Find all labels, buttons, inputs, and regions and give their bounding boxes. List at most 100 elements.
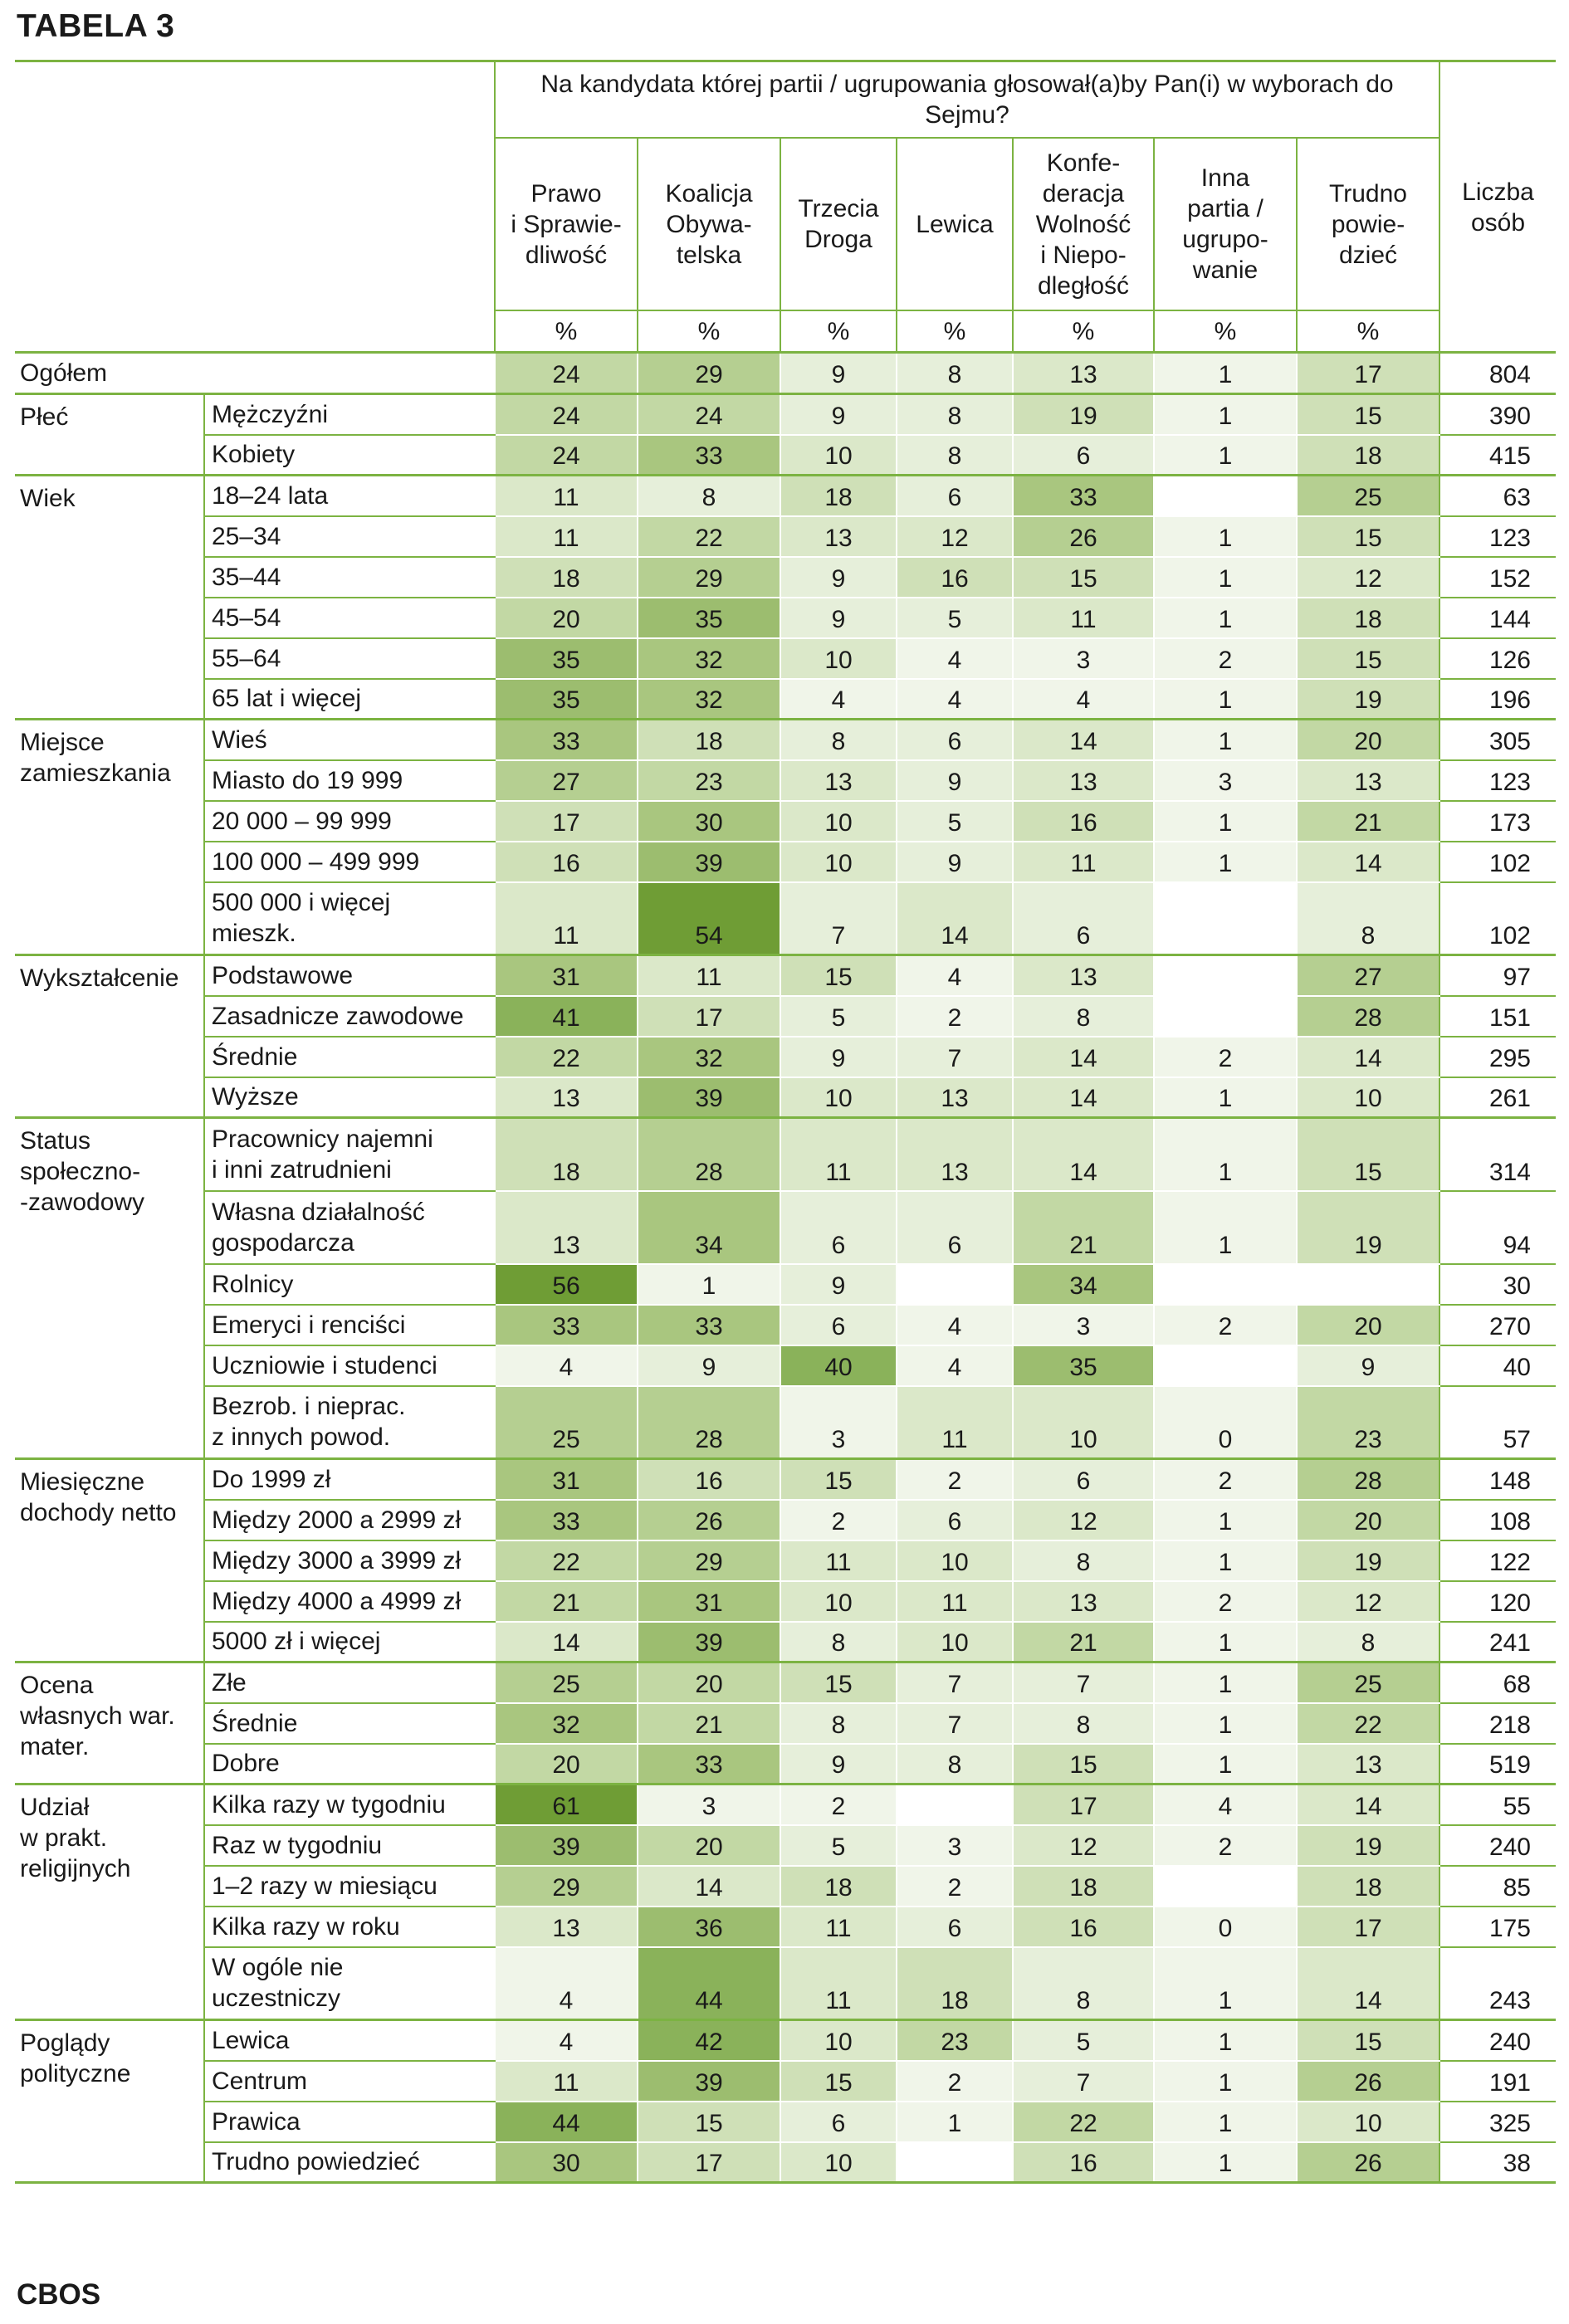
value-cell bbox=[896, 1784, 1013, 1826]
value-cell: 35 bbox=[494, 637, 638, 680]
value-cell: 26 bbox=[1296, 2141, 1439, 2184]
value-cell: 16 bbox=[637, 1458, 780, 1501]
column-header: Koalicja Obywa- telska bbox=[638, 138, 781, 311]
table-row: 500 000 i więcej mieszk. 11 54 7 14 6 8 102 bbox=[15, 881, 1556, 956]
count-cell: 196 bbox=[1439, 678, 1556, 720]
value-cell: 33 bbox=[637, 1304, 780, 1346]
value-cell: 31 bbox=[494, 954, 638, 997]
table-row: Miejsce zamieszkania Wieś 33 18 8 6 14 1 20 305 bbox=[15, 719, 1556, 956]
value-cell: 10 bbox=[780, 1580, 897, 1623]
value-cell: 54 bbox=[637, 881, 780, 956]
count-cell: 390 bbox=[1439, 393, 1556, 436]
value-cell: 11 bbox=[637, 954, 780, 997]
value-cell: 9 bbox=[1296, 1345, 1439, 1387]
value-cell: 4 bbox=[896, 1345, 1013, 1387]
table-title: TABELA 3 bbox=[17, 8, 175, 44]
value-cell: 1 bbox=[1153, 800, 1297, 842]
value-cell: 6 bbox=[896, 719, 1013, 761]
value-cell: 1 bbox=[1153, 434, 1297, 476]
value-cell: 9 bbox=[780, 597, 897, 639]
count-cell: 148 bbox=[1439, 1458, 1556, 1501]
value-cell: 8 bbox=[780, 1702, 897, 1745]
value-cell: 56 bbox=[494, 1263, 638, 1306]
table-row: Raz w tygodniu 39 20 5 3 12 2 19 240 bbox=[15, 1824, 1556, 1867]
count-cell: 261 bbox=[1439, 1077, 1556, 1119]
column-header: Trzecia Droga bbox=[780, 138, 897, 311]
value-cell: 4 bbox=[896, 954, 1013, 997]
value-cell: 25 bbox=[494, 1662, 638, 1704]
value-cell: 1 bbox=[1153, 1702, 1297, 1745]
value-cell: 33 bbox=[494, 1499, 638, 1541]
value-cell: 17 bbox=[1296, 1906, 1439, 1948]
table-row: Między 2000 a 2999 zł 33 26 2 6 12 1 20 108 bbox=[15, 1499, 1556, 1541]
count-cell: 108 bbox=[1439, 1499, 1556, 1541]
value-cell: 1 bbox=[1153, 1117, 1297, 1192]
value-cell: 4 bbox=[780, 678, 897, 720]
value-cell: 6 bbox=[780, 1190, 897, 1265]
value-cell: 8 bbox=[1012, 1702, 1154, 1745]
value-cell: 1 bbox=[1153, 1077, 1297, 1119]
row-label: Do 1999 zł bbox=[203, 1458, 495, 1501]
value-cell: 8 bbox=[1012, 1946, 1154, 2021]
table-row: Miasto do 19 999 27 23 13 9 13 3 13 123 bbox=[15, 759, 1556, 802]
value-cell: 30 bbox=[637, 800, 780, 842]
value-cell: 10 bbox=[780, 2141, 897, 2184]
value-cell: 5 bbox=[780, 1824, 897, 1867]
count-cell: 295 bbox=[1439, 1036, 1556, 1078]
value-cell: 20 bbox=[637, 1824, 780, 1867]
value-cell: 13 bbox=[1012, 1580, 1154, 1623]
value-cell: 36 bbox=[637, 1906, 780, 1948]
table-row-total: Ogółem 24 29 9 8 13 1 17 804 bbox=[15, 352, 1556, 395]
value-cell: 32 bbox=[494, 1702, 638, 1745]
value-cell: 25 bbox=[494, 1385, 638, 1460]
row-label: 35–44 bbox=[203, 556, 495, 598]
row-label: Miasto do 19 999 bbox=[203, 759, 495, 802]
value-cell: 12 bbox=[1012, 1499, 1154, 1541]
value-cell: 10 bbox=[896, 1540, 1013, 1582]
value-cell: 18 bbox=[494, 556, 638, 598]
table-row: 100 000 – 499 999 16 39 10 9 11 1 14 102 bbox=[15, 841, 1556, 883]
value-cell: 10 bbox=[780, 637, 897, 680]
value-cell: 11 bbox=[494, 881, 638, 956]
value-cell: 31 bbox=[494, 1458, 638, 1501]
value-cell: 14 bbox=[1012, 1117, 1154, 1192]
column-header: Konfe- deracja Wolność i Niepo- dległość bbox=[1013, 138, 1155, 311]
value-cell: 11 bbox=[494, 515, 638, 558]
value-cell: 13 bbox=[1296, 1743, 1439, 1785]
count-cell: 270 bbox=[1439, 1304, 1556, 1346]
value-cell: 15 bbox=[1296, 1117, 1439, 1192]
value-cell: 12 bbox=[1012, 1824, 1154, 1867]
row-label: Złe bbox=[203, 1662, 495, 1704]
value-cell: 15 bbox=[780, 1662, 897, 1704]
table-row: 35–44 18 29 9 16 15 1 12 152 bbox=[15, 556, 1556, 598]
value-cell: 33 bbox=[637, 1743, 780, 1785]
row-label: Między 3000 a 3999 zł bbox=[203, 1540, 495, 1582]
value-cell: 15 bbox=[1296, 637, 1439, 680]
value-cell: 12 bbox=[896, 515, 1013, 558]
count-cell: 519 bbox=[1439, 1743, 1556, 1785]
value-cell: 15 bbox=[1296, 393, 1439, 436]
value-cell: 15 bbox=[780, 2060, 897, 2102]
value-cell: 10 bbox=[896, 1621, 1013, 1663]
value-cell: 17 bbox=[637, 995, 780, 1038]
value-cell bbox=[1153, 954, 1297, 997]
group-label: Miesięczne dochody netto bbox=[15, 1458, 204, 1663]
value-cell: 14 bbox=[1012, 1077, 1154, 1119]
value-cell: 11 bbox=[1012, 841, 1154, 883]
value-cell: 2 bbox=[1153, 637, 1297, 680]
value-cell: 21 bbox=[494, 1580, 638, 1623]
table-row: Średnie 22 32 9 7 14 2 14 295 bbox=[15, 1036, 1556, 1078]
table-row: Wyższe 13 39 10 13 14 1 10 261 bbox=[15, 1077, 1556, 1119]
table-row: Rolnicy 56 1 9 34 30 bbox=[15, 1263, 1556, 1306]
unit-label: % bbox=[897, 310, 1014, 354]
value-cell: 26 bbox=[1012, 515, 1154, 558]
header-blank bbox=[15, 60, 496, 354]
value-cell: 3 bbox=[780, 1385, 897, 1460]
value-cell: 8 bbox=[780, 1621, 897, 1663]
value-cell: 19 bbox=[1296, 1540, 1439, 1582]
count-cell: 102 bbox=[1439, 881, 1556, 956]
value-cell: 14 bbox=[896, 881, 1013, 956]
value-cell: 6 bbox=[1012, 881, 1154, 956]
table-row: Emeryci i renciści 33 33 6 4 3 2 20 270 bbox=[15, 1304, 1556, 1346]
value-cell: 20 bbox=[637, 1662, 780, 1704]
